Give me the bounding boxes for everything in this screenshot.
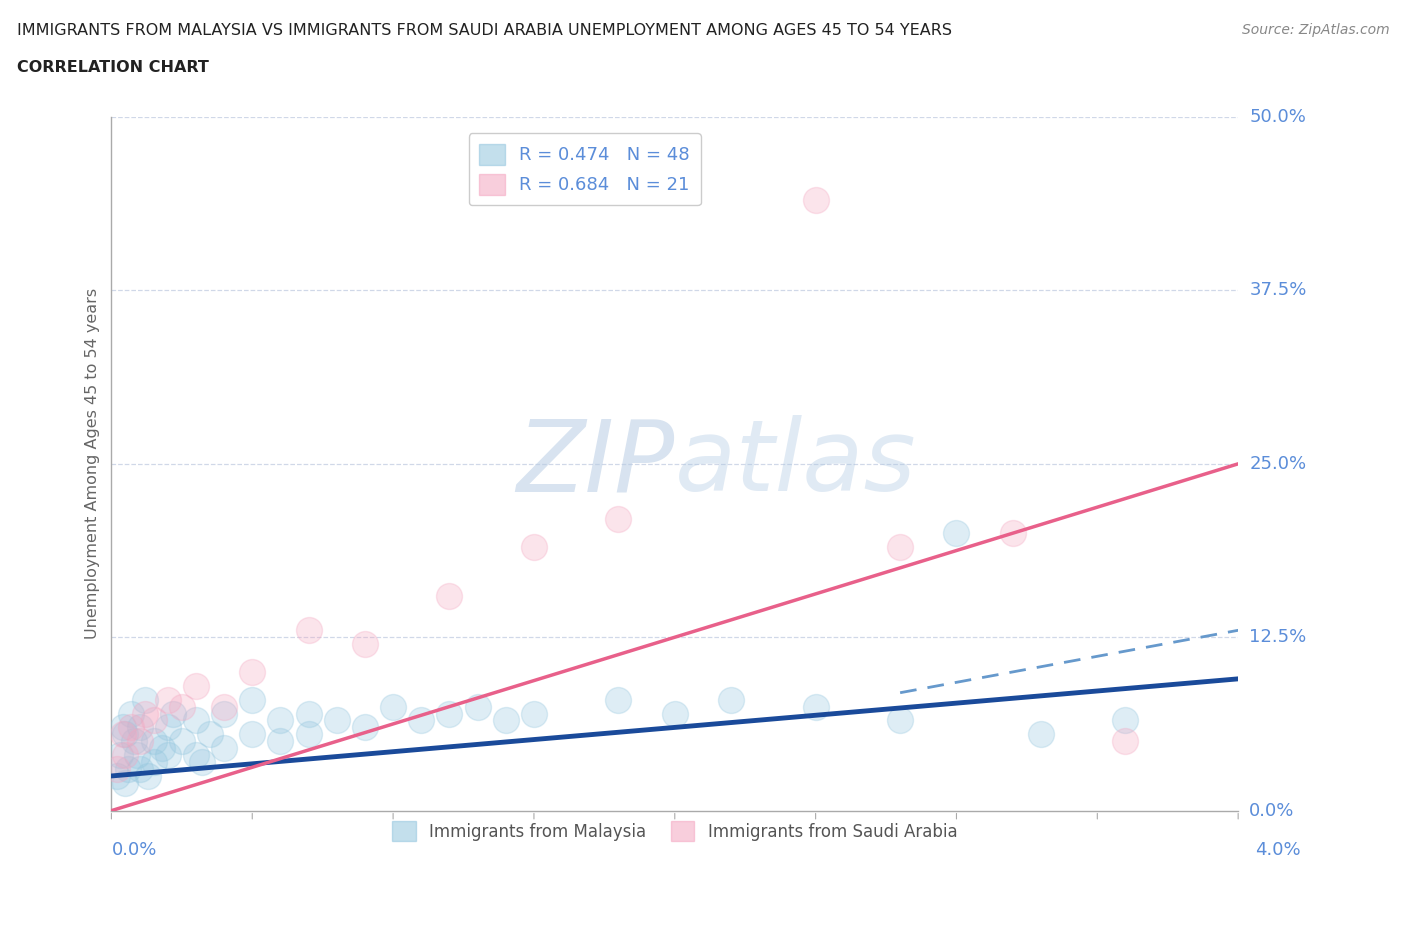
Point bbox=[134, 692, 156, 707]
Point bbox=[212, 741, 235, 756]
Point bbox=[105, 762, 128, 777]
Point bbox=[945, 525, 967, 540]
Point bbox=[269, 713, 291, 728]
Point bbox=[240, 692, 263, 707]
Point bbox=[184, 713, 207, 728]
Point bbox=[108, 748, 131, 763]
Point bbox=[212, 706, 235, 721]
Point bbox=[198, 727, 221, 742]
Point bbox=[804, 699, 827, 714]
Point bbox=[889, 539, 911, 554]
Point bbox=[269, 734, 291, 749]
Point bbox=[117, 762, 139, 777]
Point bbox=[1114, 734, 1136, 749]
Point bbox=[664, 706, 686, 721]
Point bbox=[122, 734, 145, 749]
Point bbox=[1029, 727, 1052, 742]
Point bbox=[439, 588, 461, 603]
Text: 0.0%: 0.0% bbox=[1250, 802, 1295, 819]
Y-axis label: Unemployment Among Ages 45 to 54 years: Unemployment Among Ages 45 to 54 years bbox=[86, 288, 100, 640]
Text: 4.0%: 4.0% bbox=[1256, 842, 1301, 859]
Point bbox=[382, 699, 405, 714]
Point bbox=[162, 706, 184, 721]
Point bbox=[128, 720, 150, 735]
Point bbox=[523, 706, 546, 721]
Point bbox=[297, 706, 319, 721]
Text: CORRELATION CHART: CORRELATION CHART bbox=[17, 60, 208, 75]
Point bbox=[326, 713, 349, 728]
Point bbox=[142, 734, 165, 749]
Point bbox=[354, 637, 377, 652]
Text: 0.0%: 0.0% bbox=[111, 842, 157, 859]
Point bbox=[125, 748, 148, 763]
Point bbox=[156, 720, 179, 735]
Point bbox=[1114, 713, 1136, 728]
Point bbox=[111, 727, 134, 742]
Point bbox=[105, 768, 128, 783]
Point bbox=[354, 720, 377, 735]
Text: 12.5%: 12.5% bbox=[1250, 629, 1306, 646]
Point bbox=[190, 754, 212, 769]
Point bbox=[212, 699, 235, 714]
Point bbox=[114, 727, 136, 742]
Text: ZIP: ZIP bbox=[516, 416, 675, 512]
Point bbox=[1001, 525, 1024, 540]
Point bbox=[184, 678, 207, 693]
Point bbox=[134, 706, 156, 721]
Point bbox=[240, 727, 263, 742]
Point bbox=[114, 748, 136, 763]
Point bbox=[156, 748, 179, 763]
Text: IMMIGRANTS FROM MALAYSIA VS IMMIGRANTS FROM SAUDI ARABIA UNEMPLOYMENT AMONG AGES: IMMIGRANTS FROM MALAYSIA VS IMMIGRANTS F… bbox=[17, 23, 952, 38]
Text: 37.5%: 37.5% bbox=[1250, 282, 1306, 299]
Point bbox=[240, 664, 263, 679]
Point bbox=[120, 720, 142, 735]
Point bbox=[889, 713, 911, 728]
Point bbox=[142, 713, 165, 728]
Point bbox=[170, 699, 193, 714]
Point bbox=[150, 741, 173, 756]
Point bbox=[495, 713, 517, 728]
Point bbox=[142, 754, 165, 769]
Point bbox=[111, 720, 134, 735]
Text: 50.0%: 50.0% bbox=[1250, 108, 1306, 126]
Text: 25.0%: 25.0% bbox=[1250, 455, 1306, 472]
Text: atlas: atlas bbox=[675, 416, 917, 512]
Point bbox=[120, 706, 142, 721]
Point bbox=[607, 512, 630, 526]
Point bbox=[467, 699, 489, 714]
Point bbox=[136, 768, 159, 783]
Point bbox=[156, 692, 179, 707]
Point bbox=[128, 762, 150, 777]
Point bbox=[170, 734, 193, 749]
Text: Source: ZipAtlas.com: Source: ZipAtlas.com bbox=[1241, 23, 1389, 37]
Point bbox=[720, 692, 742, 707]
Point bbox=[804, 193, 827, 207]
Point bbox=[128, 734, 150, 749]
Point bbox=[439, 706, 461, 721]
Point bbox=[607, 692, 630, 707]
Point bbox=[297, 623, 319, 638]
Legend: Immigrants from Malaysia, Immigrants from Saudi Arabia: Immigrants from Malaysia, Immigrants fro… bbox=[385, 815, 965, 847]
Point bbox=[184, 748, 207, 763]
Point bbox=[523, 539, 546, 554]
Point bbox=[411, 713, 433, 728]
Point bbox=[297, 727, 319, 742]
Point bbox=[114, 776, 136, 790]
